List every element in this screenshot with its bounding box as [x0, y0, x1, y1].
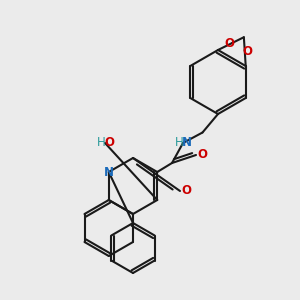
Text: N: N — [182, 136, 192, 148]
Text: O: O — [243, 45, 253, 58]
Text: O: O — [197, 148, 207, 161]
Text: N: N — [104, 166, 114, 178]
Text: O: O — [224, 38, 234, 50]
Text: H: H — [97, 136, 105, 149]
Text: O: O — [181, 184, 191, 197]
Text: H: H — [175, 136, 183, 148]
Text: O: O — [104, 136, 114, 149]
